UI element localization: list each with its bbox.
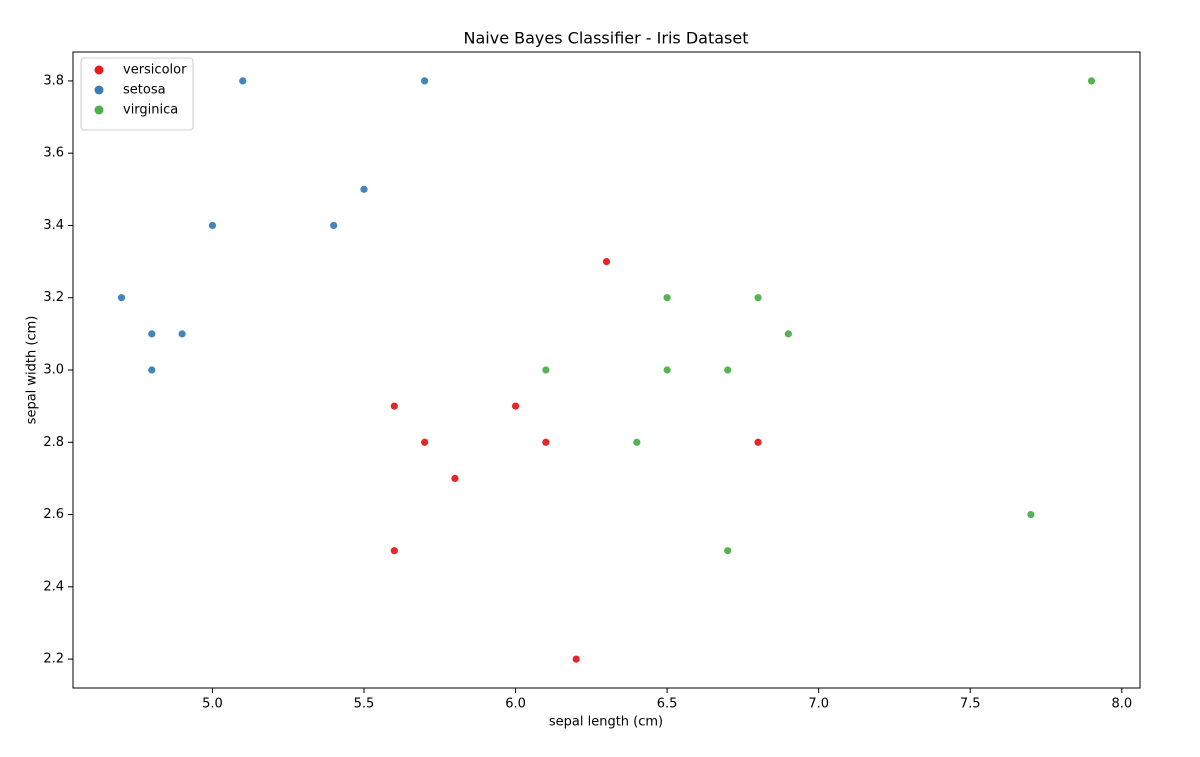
point (754, 294, 762, 302)
point (542, 438, 550, 446)
x-tick-label: 7.0 (808, 697, 829, 712)
point (724, 547, 732, 555)
point (421, 77, 429, 85)
point (542, 366, 550, 374)
legend-marker (94, 105, 104, 115)
point (390, 547, 398, 555)
point (330, 221, 338, 230)
x-tick-label: 6.0 (505, 697, 526, 712)
point (421, 438, 429, 446)
x-tick-label: 5.5 (354, 697, 375, 712)
y-tick-label: 3.0 (43, 363, 64, 378)
point (511, 402, 520, 410)
legend-box (80, 57, 194, 131)
x-tick-label: 5.0 (202, 697, 223, 712)
y-tick-label: 2.4 (43, 579, 64, 594)
point (451, 474, 459, 483)
legend-label: versicolor (123, 63, 187, 78)
point (724, 366, 732, 374)
point (663, 366, 671, 374)
x-tick-label: 7.5 (960, 697, 981, 712)
y-tick-label: 3.4 (43, 218, 64, 233)
chart-title: Naive Bayes Classifier - Iris Dataset (464, 29, 749, 48)
x-tick-label: 8.0 (1111, 697, 1132, 712)
point (572, 655, 580, 663)
legend-label: setosa (123, 83, 166, 98)
point (117, 294, 126, 302)
y-tick-label: 2.2 (43, 652, 64, 667)
point (602, 257, 611, 266)
y-tick-label: 2.6 (43, 507, 64, 522)
point (663, 294, 671, 302)
y-tick-label: 2.8 (43, 435, 64, 450)
point (360, 185, 368, 193)
point (148, 330, 156, 338)
legend-marker (94, 65, 104, 75)
legend-marker (94, 85, 104, 95)
point (1087, 77, 1096, 85)
y-tick-label: 3.2 (43, 290, 64, 305)
point (784, 330, 792, 338)
point (1027, 510, 1035, 519)
point (633, 438, 641, 446)
point (178, 330, 186, 338)
point (148, 366, 156, 374)
x-tick-label: 6.5 (657, 697, 678, 712)
x-axis-label: sepal length (cm) (549, 715, 663, 730)
point (239, 77, 247, 85)
point (208, 221, 217, 230)
plot-frame (72, 51, 1141, 689)
y-tick-label: 3.6 (43, 146, 64, 161)
legend-label: virginica (123, 103, 178, 118)
y-tick-label: 3.8 (43, 73, 64, 88)
point (754, 438, 762, 446)
point (390, 402, 398, 410)
y-axis-label: sepal width (cm) (25, 316, 40, 425)
